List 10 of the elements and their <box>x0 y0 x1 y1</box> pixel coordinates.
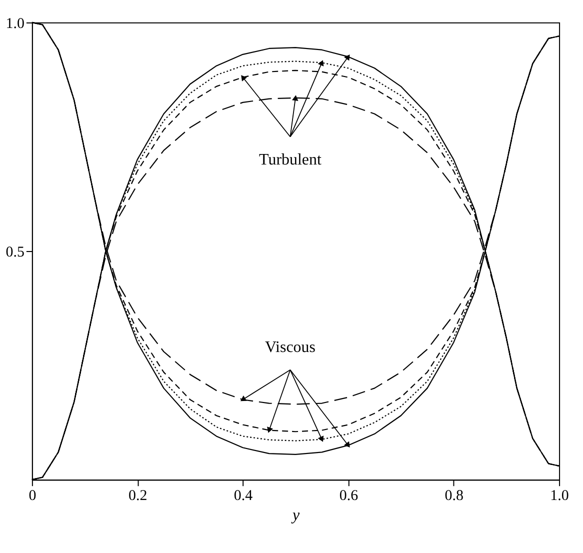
x-tick-label: 0.4 <box>234 488 254 504</box>
x-tick-label: 0.6 <box>339 488 359 504</box>
x-axis-title: y <box>290 507 300 524</box>
y-tick-label: 0.5 <box>6 244 24 261</box>
x-tick-label: 0.2 <box>128 488 148 504</box>
annotation: Turbulent <box>259 152 322 169</box>
x-tick-label: 1.0 <box>550 488 569 504</box>
x-tick-label: 0.8 <box>444 488 464 504</box>
x-tick-label: 0 <box>28 488 36 504</box>
annotation: Viscous <box>264 339 316 356</box>
